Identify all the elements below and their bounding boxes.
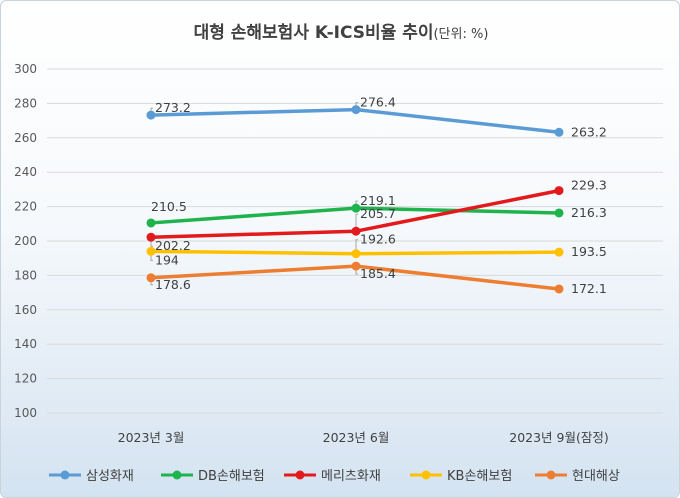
legend-label: 현대해상 — [572, 469, 620, 484]
y-tick-label: 120 — [14, 372, 37, 386]
data-label: 210.5 — [151, 199, 187, 214]
data-point — [146, 218, 156, 228]
legend-label: KB손해보험 — [447, 469, 512, 484]
y-tick-label: 220 — [14, 200, 37, 214]
legend-item: 메리츠화재 — [284, 469, 381, 484]
legend-item: KB손해보험 — [410, 469, 512, 484]
y-tick-label: 280 — [14, 96, 37, 110]
data-point — [351, 203, 361, 213]
data-label: 194 — [155, 252, 179, 267]
data-label: 193.5 — [571, 244, 607, 259]
data-label: 178.6 — [155, 277, 191, 292]
y-tick-label: 200 — [14, 234, 37, 248]
series-lines — [146, 105, 564, 294]
y-tick-label: 180 — [14, 268, 37, 282]
data-label-leader — [355, 213, 358, 232]
chart-title-main: 대형 손해보험사 K-ICS비율 추이 — [194, 22, 434, 43]
chart-title: 대형 손해보험사 K-ICS비율 추이(단위: %) — [194, 22, 489, 43]
legend-item: 현대해상 — [535, 469, 620, 484]
y-axis-ticks: 100 120 140 160 180 200 220 240 260 280 300 — [14, 62, 37, 420]
x-category-label: 2023년 9월(잠정) — [509, 430, 609, 445]
legend-swatch-marker — [295, 470, 305, 480]
y-tick-label: 260 — [14, 131, 37, 145]
data-point — [146, 232, 156, 242]
legend-item: DB손해보험 — [161, 469, 265, 484]
legend-label: DB손해보험 — [198, 469, 265, 484]
chart-title-unit: (단위: %) — [433, 27, 488, 42]
data-label: 185.4 — [360, 266, 396, 281]
data-point — [554, 247, 564, 257]
gridlines — [47, 68, 663, 414]
x-category-label: 2023년 6월 — [323, 430, 390, 445]
data-label: 263.2 — [571, 124, 607, 139]
data-label: 273.2 — [155, 100, 191, 115]
data-label: 202.2 — [155, 238, 191, 253]
data-point — [351, 226, 361, 236]
y-tick-label: 300 — [14, 62, 37, 76]
data-label: 276.4 — [360, 95, 396, 110]
data-point — [554, 127, 564, 137]
data-point — [146, 110, 156, 120]
data-label: 205.7 — [360, 206, 396, 221]
legend-swatch-marker — [60, 470, 70, 480]
y-tick-label: 100 — [14, 406, 37, 420]
data-point — [146, 273, 156, 283]
data-labels: 273.2 276.4 263.2 210.5 219.1 216.3 202.2 205.7… — [151, 95, 607, 296]
data-point — [146, 246, 156, 256]
legend-swatch-marker — [421, 470, 431, 480]
x-category-label: 2023년 3월 — [118, 430, 185, 445]
data-point — [351, 261, 361, 271]
y-tick-label: 240 — [14, 165, 37, 179]
y-tick-label: 160 — [14, 303, 37, 317]
data-label-leaders — [150, 102, 358, 286]
legend: 삼성화재 DB손해보험 메리츠화재 KB손해보험 현대해상 — [49, 469, 620, 484]
legend-label: 메리츠화재 — [321, 469, 381, 484]
data-label-leader — [355, 239, 358, 254]
legend-item: 삼성화재 — [49, 469, 134, 484]
data-label: 216.3 — [571, 205, 607, 220]
data-point — [554, 208, 564, 218]
legend-swatch-marker — [172, 470, 182, 480]
y-tick-label: 140 — [14, 337, 37, 351]
data-point — [554, 186, 564, 196]
data-point — [351, 249, 361, 259]
x-axis-categories: 2023년 3월 2023년 6월 2023년 9월(잠정) — [118, 430, 609, 445]
data-label: 229.3 — [571, 178, 607, 193]
legend-swatch-marker — [546, 470, 556, 480]
data-label: 192.6 — [360, 232, 396, 247]
data-point — [351, 105, 361, 115]
data-label: 219.1 — [360, 193, 396, 208]
data-point — [554, 284, 564, 294]
data-label: 172.1 — [571, 281, 607, 296]
legend-label: 삼성화재 — [86, 469, 134, 484]
